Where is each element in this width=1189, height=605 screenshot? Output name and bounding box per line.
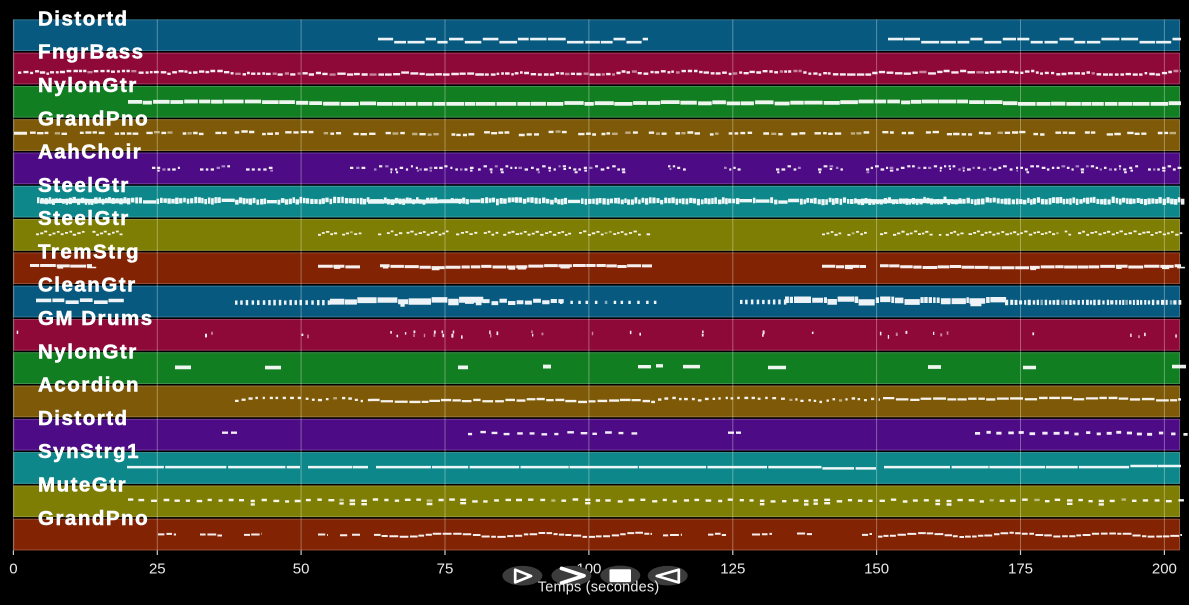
svg-text:GrandPno: GrandPno bbox=[38, 107, 149, 130]
svg-text:Distortd: Distortd bbox=[38, 7, 129, 30]
svg-text:Distortd: Distortd bbox=[38, 407, 129, 430]
svg-text:CleanGtr: CleanGtr bbox=[38, 274, 137, 297]
svg-text:SteelGtr: SteelGtr bbox=[38, 174, 130, 197]
svg-text:MuteGtr: MuteGtr bbox=[38, 474, 127, 497]
svg-text:25: 25 bbox=[149, 560, 166, 577]
svg-text:150: 150 bbox=[864, 560, 889, 577]
svg-text:FngrBass: FngrBass bbox=[38, 41, 145, 64]
svg-text:125: 125 bbox=[720, 560, 745, 577]
svg-text:TremStrg: TremStrg bbox=[38, 240, 140, 263]
svg-text:AahChoir: AahChoir bbox=[38, 141, 142, 164]
svg-text:Acordion: Acordion bbox=[38, 374, 140, 397]
svg-text:75: 75 bbox=[437, 560, 454, 577]
svg-text:Temps (secondes): Temps (secondes) bbox=[538, 580, 660, 596]
svg-text:GrandPno: GrandPno bbox=[38, 507, 149, 530]
svg-text:NylonGtr: NylonGtr bbox=[38, 340, 138, 363]
svg-text:GM Drums: GM Drums bbox=[38, 307, 154, 330]
svg-text:NylonGtr: NylonGtr bbox=[38, 74, 138, 97]
svg-text:50: 50 bbox=[293, 560, 310, 577]
svg-text:200: 200 bbox=[1152, 560, 1177, 577]
svg-text:175: 175 bbox=[1008, 560, 1033, 577]
svg-text:SynStrg1: SynStrg1 bbox=[38, 440, 140, 463]
svg-text:0: 0 bbox=[9, 560, 17, 577]
svg-text:SteelGtr: SteelGtr bbox=[38, 207, 130, 230]
